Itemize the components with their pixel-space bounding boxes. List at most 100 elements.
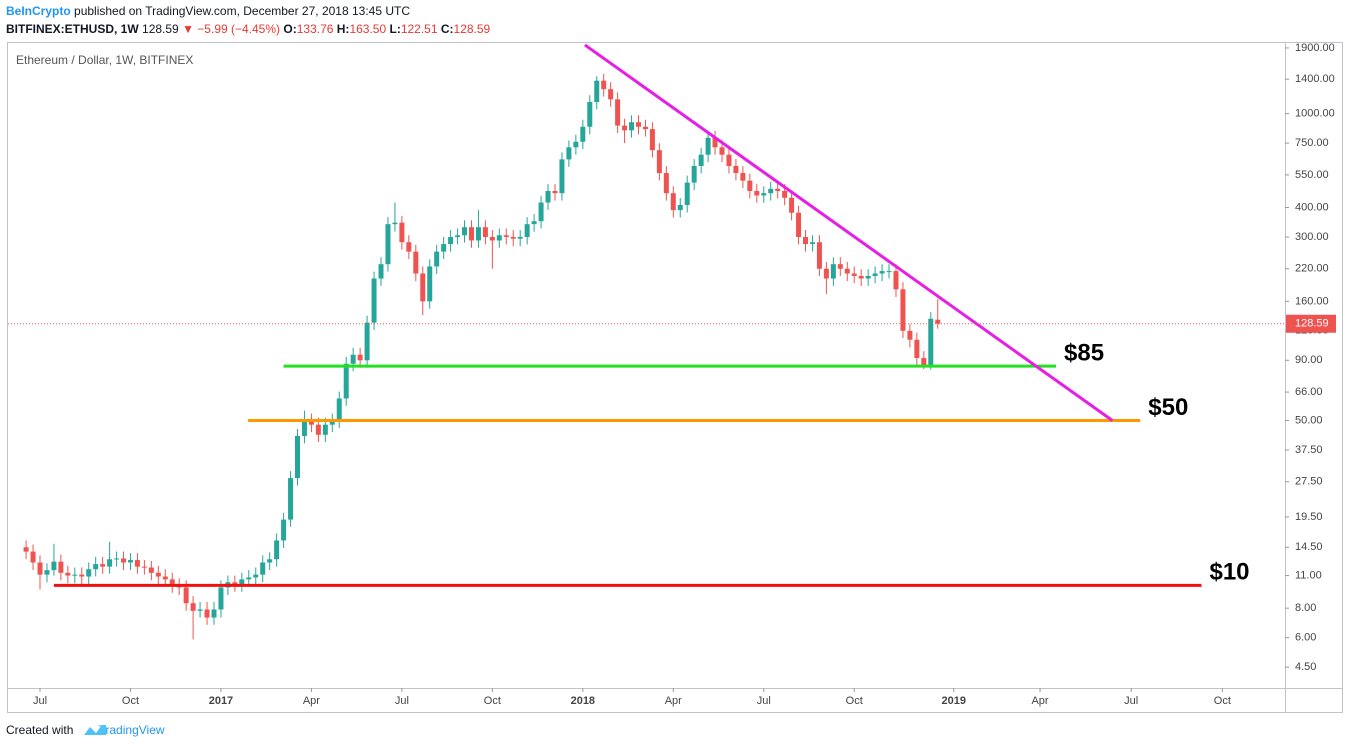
y-tick-label: 90.00 — [1295, 354, 1323, 366]
y-tick-label: 750.00 — [1295, 137, 1329, 149]
l-value: 122.51 — [401, 22, 438, 36]
candle-body — [329, 420, 335, 425]
last-price-label: 128.59 — [1295, 318, 1329, 330]
level-label: $50 — [1148, 394, 1188, 421]
last-price-box — [1286, 314, 1336, 333]
candle-body — [768, 188, 774, 194]
candle-body — [65, 572, 71, 576]
candle-body — [642, 126, 648, 130]
candle-body — [872, 273, 878, 276]
candle-body — [301, 420, 307, 436]
candle-body — [510, 236, 516, 239]
candle-body — [308, 420, 314, 425]
y-tick-label: 1000.00 — [1295, 108, 1335, 120]
candle-body — [475, 227, 481, 241]
footer-prefix: Created with — [6, 723, 73, 737]
candle-body — [211, 609, 217, 618]
candle-body — [851, 273, 857, 276]
candle-body — [733, 165, 739, 174]
candle-body — [538, 202, 544, 222]
candle-body — [322, 424, 328, 435]
candle-body — [58, 561, 64, 573]
candle-body — [30, 551, 36, 563]
candle-body — [761, 193, 767, 196]
candle-body — [246, 577, 252, 580]
candle-body — [406, 242, 412, 252]
candle-body — [573, 141, 579, 148]
candle-body — [134, 560, 140, 567]
candle-body — [907, 330, 913, 340]
candle-body — [127, 560, 133, 563]
candle-body — [107, 559, 113, 567]
candle-body — [253, 574, 259, 578]
candle-body — [844, 268, 850, 274]
candle-body — [197, 609, 203, 611]
candle-body — [385, 224, 391, 265]
candle-body — [468, 227, 474, 241]
candle-body — [274, 540, 280, 560]
candle-body — [545, 190, 551, 203]
candle-body — [455, 235, 461, 237]
y-tick-label: 19.50 — [1295, 511, 1323, 523]
candle-body — [629, 122, 635, 131]
candle-body — [858, 275, 864, 279]
author: BeInCrypto — [6, 4, 71, 18]
candle-body — [893, 271, 899, 290]
candle-body — [79, 574, 85, 577]
candle-body — [86, 569, 92, 577]
symbol: BITFINEX:ETHUSD, 1W — [6, 22, 139, 36]
candle-body — [789, 197, 795, 213]
x-tick-label: 2019 — [942, 695, 966, 707]
candle-body — [427, 266, 433, 302]
candle-body — [37, 562, 43, 575]
c-value: 128.59 — [454, 22, 491, 36]
level-label: $85 — [1064, 339, 1104, 366]
header-line-1: BeInCrypto published on TradingView.com,… — [6, 4, 410, 18]
candle-body — [239, 579, 245, 585]
candle-body — [566, 147, 572, 160]
candle-body — [462, 227, 468, 236]
tv-logo — [84, 725, 106, 735]
candle-body — [336, 398, 342, 421]
candle-body — [23, 547, 29, 552]
y-tick-label: 66.00 — [1295, 386, 1323, 398]
candle-body — [705, 137, 711, 155]
candle-body — [260, 562, 266, 575]
candle-body — [649, 129, 655, 151]
candle-body — [663, 173, 669, 194]
candle-body — [559, 159, 565, 194]
x-tick-label: Oct — [484, 695, 501, 707]
arrow: ▼ — [182, 22, 194, 36]
y-tick-label: 550.00 — [1295, 169, 1329, 181]
y-tick-label: 37.50 — [1295, 444, 1323, 456]
candle-body — [204, 609, 210, 618]
y-tick-label: 14.50 — [1295, 541, 1323, 553]
candle-body — [378, 264, 384, 279]
last: 128.59 — [142, 22, 179, 36]
candle-body — [232, 582, 238, 585]
candle-body — [434, 251, 440, 267]
y-tick-label: 4.50 — [1295, 661, 1316, 673]
candle-body — [169, 579, 175, 586]
candle-body — [44, 570, 50, 575]
y-tick-label: 160.00 — [1295, 295, 1329, 307]
candle-body — [162, 576, 168, 580]
candle-body — [267, 559, 273, 563]
candle-body — [482, 227, 488, 237]
y-tick-label: 300.00 — [1295, 231, 1329, 243]
candle-body — [921, 358, 927, 367]
candle-body — [51, 561, 57, 571]
candle-body — [670, 193, 676, 211]
candle-body — [524, 224, 530, 237]
candle-body — [148, 567, 154, 573]
y-tick-label: 220.00 — [1295, 263, 1329, 275]
candle-body — [635, 122, 641, 127]
candle-body — [691, 165, 697, 183]
footer: Created with TradingView — [6, 723, 165, 737]
candle-body — [413, 251, 419, 274]
candle-body — [141, 566, 147, 568]
candle-body — [747, 180, 753, 191]
candle-body — [809, 242, 815, 245]
candle-body — [886, 271, 892, 273]
chart-title: Ethereum / Dollar, 1W, BITFINEX — [16, 53, 193, 67]
